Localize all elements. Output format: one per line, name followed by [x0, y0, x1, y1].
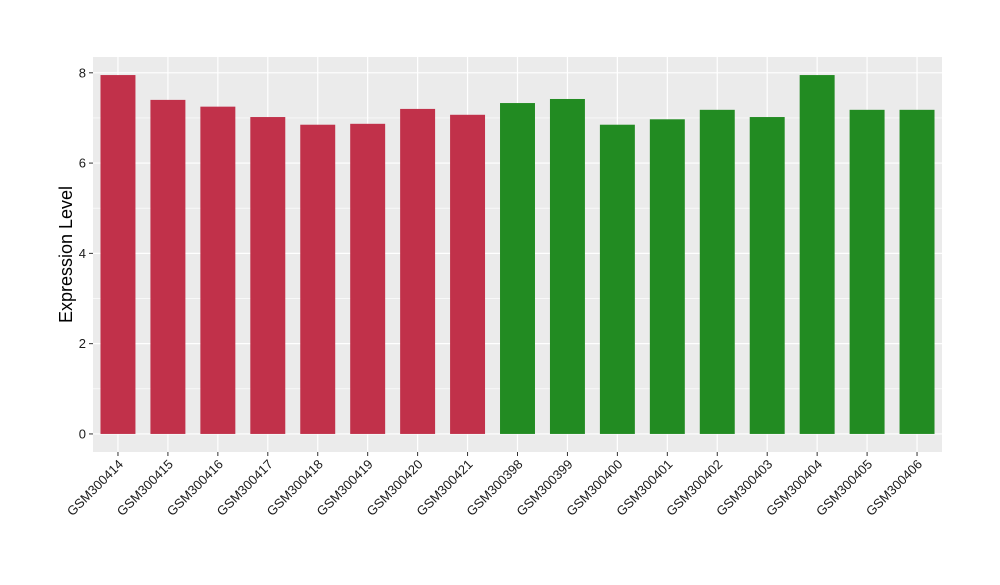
bar-gsm300404 [799, 75, 835, 434]
bar-gsm300416 [200, 106, 236, 434]
bar-gsm300420 [400, 108, 436, 434]
bar-gsm300418 [300, 124, 336, 434]
y-tick-label: 8 [79, 65, 86, 80]
bar-gsm300405 [849, 109, 885, 434]
bar-gsm300415 [150, 99, 186, 434]
bar-gsm300406 [899, 109, 935, 434]
y-axis-title: Expression Level [56, 186, 76, 323]
bar-gsm300421 [450, 114, 486, 434]
y-axis: 0 2 4 6 8 [79, 65, 93, 441]
bar-gsm300417 [250, 117, 286, 434]
bar-gsm300402 [699, 109, 735, 434]
bar-series [100, 75, 935, 434]
y-tick-label: 2 [79, 336, 86, 351]
bar-gsm300414 [100, 75, 136, 434]
bar-gsm300419 [350, 123, 386, 434]
bar-gsm300400 [599, 124, 635, 434]
bar-gsm300399 [549, 98, 585, 434]
y-tick-label: 4 [79, 246, 86, 261]
x-axis: GSM300414GSM300415GSM300416GSM300417GSM3… [64, 452, 925, 519]
bar-gsm300403 [749, 117, 785, 434]
bar-gsm300398 [500, 103, 535, 434]
bar-gsm300401 [649, 119, 685, 434]
y-tick-label: 0 [79, 426, 86, 441]
y-tick-label: 6 [79, 156, 86, 171]
